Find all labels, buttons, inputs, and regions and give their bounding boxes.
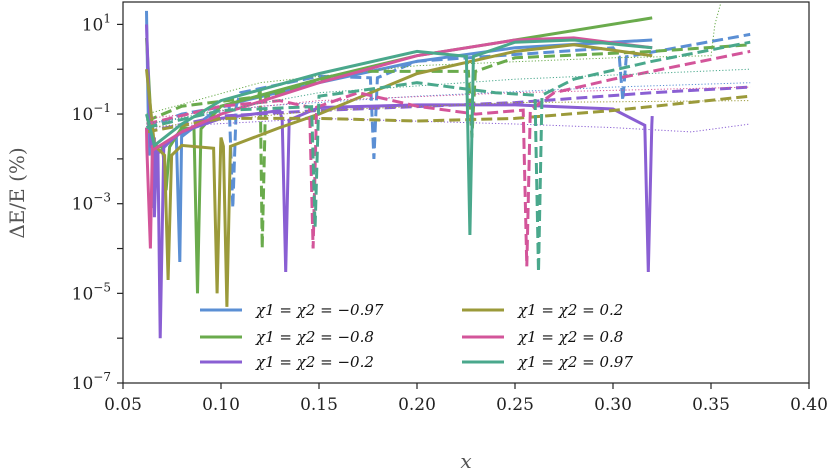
series-solid-line [145,43,653,307]
y-tick-label: 10−3 [72,191,111,215]
plot-frame [122,1,810,384]
legend-label: χ1 = χ2 = 0.8 [517,328,623,346]
y-axis: 101 10−1 10−3 10−5 10−7 [72,11,123,394]
x-tick-label: 0.30 [594,395,632,415]
legend-label: χ1 = χ2 = −0.2 [255,353,374,371]
series-layer [145,2,751,339]
x-tick-label: 0.20 [398,395,436,415]
x-axis-label: x [460,449,471,472]
x-tick-label: 0.15 [300,395,338,415]
series-solid-line [145,24,654,339]
x-axis: 0.05 0.10 0.15 0.20 0.25 0.30 0.35 0.40 [104,383,828,415]
y-axis-label: ΔE/E (%) [5,147,29,238]
series-solid-line [145,38,653,236]
series-dotted-line [146,82,751,125]
y-tick-label: 10−7 [72,370,111,394]
legend-label: χ1 = χ2 = −0.8 [255,328,374,346]
y-tick-label: 10−5 [72,280,111,304]
plot-area-clipped [145,2,751,339]
y-tick-label: 10−1 [72,101,111,125]
series-dashed-line [145,43,751,249]
series-dashed-line [146,94,751,134]
series-solid-line [145,10,653,263]
legend-label: χ1 = χ2 = −0.97 [255,301,384,319]
x-tick-label: 0.10 [202,395,240,415]
y-tick-label: 101 [82,11,111,35]
legend-label: χ1 = χ2 = 0.2 [517,301,623,319]
x-tick-label: 0.25 [496,395,534,415]
series-dashed-line [146,49,751,267]
legend: χ1 = χ2 = −0.97 χ1 = χ2 = −0.8 χ1 = χ2 = −… [200,301,633,371]
x-tick-label: 0.05 [104,395,142,415]
x-tick-label: 0.35 [692,395,730,415]
series-solid-line [145,36,653,249]
series-dashed-line [146,40,751,273]
legend-label: χ1 = χ2 = 0.97 [517,353,633,371]
x-tick-label: 0.40 [790,395,828,415]
